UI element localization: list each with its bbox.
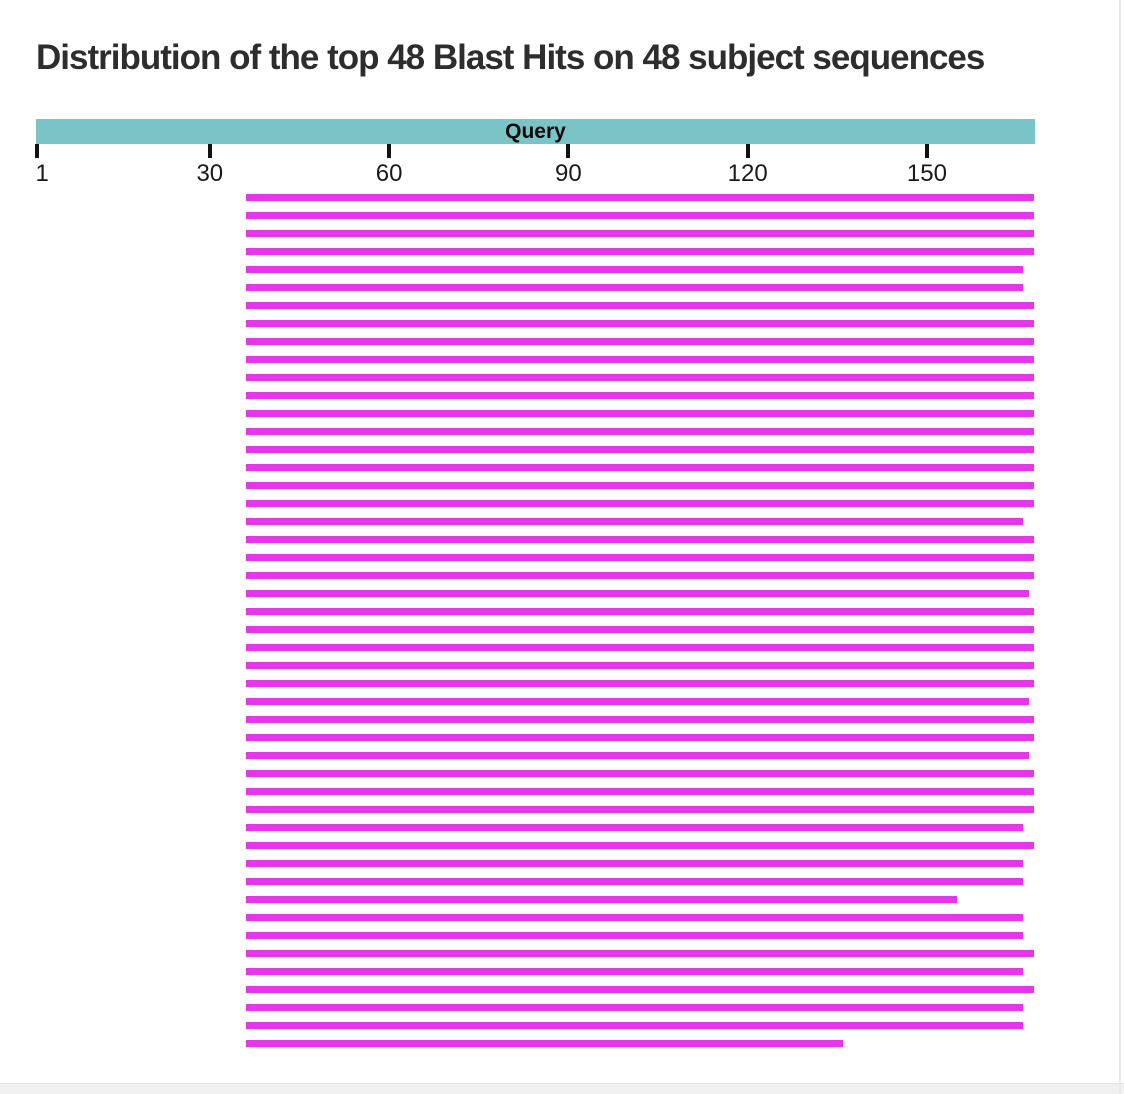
- hit-bar-13[interactable]: [245, 410, 1035, 417]
- axis-tick-label: 1: [35, 160, 49, 187]
- hit-bar-26[interactable]: [245, 644, 1035, 651]
- hit-bar-11[interactable]: [245, 374, 1035, 381]
- axis-tick-mark: [924, 144, 929, 158]
- hit-bar-15[interactable]: [245, 446, 1035, 453]
- hit-bar-48[interactable]: [245, 1040, 844, 1047]
- hit-bar-32[interactable]: [245, 752, 1029, 759]
- hit-bar-31[interactable]: [245, 734, 1035, 741]
- hit-bar-38[interactable]: [245, 860, 1023, 867]
- hit-bar-24[interactable]: [245, 608, 1035, 615]
- hit-bar-8[interactable]: [245, 320, 1035, 327]
- hit-bar-42[interactable]: [245, 932, 1023, 939]
- hit-bar-6[interactable]: [245, 284, 1023, 291]
- hit-bar-9[interactable]: [245, 338, 1035, 345]
- axis-tick-mark: [207, 144, 212, 158]
- hit-bar-12[interactable]: [245, 392, 1035, 399]
- hit-bar-2[interactable]: [245, 212, 1035, 219]
- hit-bar-22[interactable]: [245, 572, 1035, 579]
- hit-bar-23[interactable]: [245, 590, 1029, 597]
- hit-bar-45[interactable]: [245, 986, 1035, 993]
- hit-bar-28[interactable]: [245, 680, 1035, 687]
- hit-bar-29[interactable]: [245, 698, 1029, 705]
- page-bottom-edge: [0, 1083, 1124, 1094]
- hit-bar-25[interactable]: [245, 626, 1035, 633]
- axis-tick-label: 60: [375, 160, 403, 187]
- hit-bar-16[interactable]: [245, 464, 1035, 471]
- axis-tick-label: 150: [906, 160, 947, 187]
- axis-tick-mark: [387, 144, 392, 158]
- hit-bar-30[interactable]: [245, 716, 1035, 723]
- axis-tick-mark: [745, 144, 750, 158]
- page-right-edge: [1119, 0, 1121, 1094]
- hit-bar-36[interactable]: [245, 824, 1023, 831]
- hit-bar-10[interactable]: [245, 356, 1035, 363]
- hit-bar-20[interactable]: [245, 536, 1035, 543]
- hit-bar-27[interactable]: [245, 662, 1035, 669]
- hit-bar-19[interactable]: [245, 518, 1023, 525]
- hit-bar-18[interactable]: [245, 500, 1035, 507]
- hit-bar-35[interactable]: [245, 806, 1035, 813]
- hit-bar-21[interactable]: [245, 554, 1035, 561]
- hit-bar-7[interactable]: [245, 302, 1035, 309]
- hit-bar-41[interactable]: [245, 914, 1023, 921]
- hit-bar-47[interactable]: [245, 1022, 1023, 1029]
- hit-bar-14[interactable]: [245, 428, 1035, 435]
- hit-bar-37[interactable]: [245, 842, 1035, 849]
- query-track-label: Query: [505, 120, 566, 143]
- hit-bar-43[interactable]: [245, 950, 1035, 957]
- axis-tick-mark: [566, 144, 571, 158]
- axis-tick-label: 30: [196, 160, 224, 187]
- hit-bar-40[interactable]: [245, 896, 957, 903]
- hit-bar-39[interactable]: [245, 878, 1023, 885]
- hit-bar-5[interactable]: [245, 266, 1023, 273]
- hit-bar-4[interactable]: [245, 248, 1035, 255]
- axis-tick-label: 90: [555, 160, 582, 187]
- hit-bar-1[interactable]: [245, 194, 1035, 201]
- hit-bar-46[interactable]: [245, 1004, 1023, 1011]
- chart-title: Distribution of the top 48 Blast Hits on…: [36, 38, 985, 77]
- hit-bar-34[interactable]: [245, 788, 1035, 795]
- axis-tick-mark: [34, 144, 39, 158]
- hit-bar-44[interactable]: [245, 968, 1023, 975]
- axis-tick-label: 120: [727, 160, 768, 187]
- hit-bar-3[interactable]: [245, 230, 1035, 237]
- query-track: Query: [36, 119, 1035, 144]
- hit-bar-17[interactable]: [245, 482, 1035, 489]
- hit-bar-33[interactable]: [245, 770, 1035, 777]
